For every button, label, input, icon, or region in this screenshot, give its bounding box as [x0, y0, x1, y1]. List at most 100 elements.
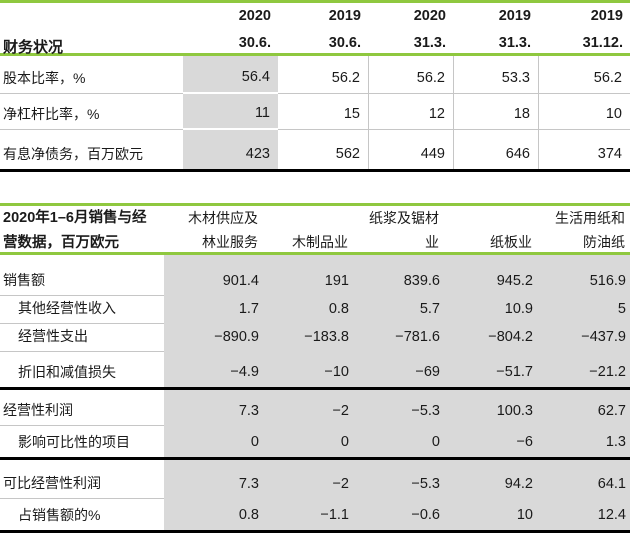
table-row: 占销售额的% 0.8 −1.1 −0.6 10 12.4 [0, 499, 630, 530]
table-row: 股本比率，% 56.4 56.2 56.2 53.3 56.2 [0, 56, 630, 94]
value-cell: −51.7 [444, 352, 537, 387]
table-row: 销售额 901.4 191 839.6 945.2 516.9 [0, 255, 630, 296]
value-cell: 56.2 [538, 56, 630, 94]
financial-column-header: 2019 31.3. [498, 8, 531, 51]
table-row: 折旧和减值损失 −4.9 −10 −69 −51.7 −21.2 [0, 352, 630, 387]
value-cell: −2 [263, 390, 353, 426]
financial-column-header: 2020 31.3. [413, 8, 446, 51]
value-cell: 0 [353, 426, 444, 457]
financial-header-row: 财务状况 2020 30.6. 2019 30.6. 2020 31.3. 2019 … [0, 3, 630, 56]
value-cell: 10.9 [444, 296, 537, 324]
financial-column-header: 2020 30.6. [238, 8, 271, 51]
financial-table-title: 财务状况 [3, 38, 64, 56]
value-cell: −1.1 [263, 499, 353, 530]
table-row: 可比经营性利润 7.3 −2 −5.3 94.2 64.1 [0, 460, 630, 499]
sales-header-row: 2020年1–6月销售与经 营数据，百万欧元 木材供应及 林业服务木制品业 纸浆及… [0, 206, 630, 252]
row-label: 净杠杆比率，% [0, 94, 183, 130]
value-cell: 100.3 [444, 390, 537, 426]
value-cell: −781.6 [353, 324, 444, 352]
table-top-rule-green [0, 203, 630, 206]
sales-table-title: 2020年1–6月销售与经 营数据，百万欧元 [3, 210, 147, 251]
value-cell: 839.6 [353, 255, 444, 296]
value-cell: 7.3 [164, 460, 263, 499]
value-cell: 12 [368, 94, 453, 130]
value-cell: 0.8 [164, 499, 263, 530]
sales-table-body: 销售额 901.4 191 839.6 945.2 516.9 其他经营性收入 1.7 0.8 5… [0, 255, 630, 533]
value-cell: 374 [538, 130, 630, 169]
value-cell: 12.4 [537, 499, 630, 530]
value-cell: 945.2 [444, 255, 537, 296]
value-cell: 0 [263, 426, 353, 457]
value-cell: −804.2 [444, 324, 537, 352]
value-cell: 5.7 [353, 296, 444, 324]
value-cell: 423 [183, 130, 278, 169]
value-cell: 901.4 [164, 255, 263, 296]
sales-column-header: 生活用纸和 防油纸 [555, 210, 625, 250]
table-row: 净杠杆比率，% 11 15 12 18 10 [0, 94, 630, 130]
financial-status-table: 财务状况 2020 30.6. 2019 30.6. 2020 31.3. 2019 … [0, 0, 630, 172]
header-rule-green [0, 53, 630, 56]
section-divider-black [0, 530, 630, 533]
value-cell: 1.7 [164, 296, 263, 324]
value-cell: 62.7 [537, 390, 630, 426]
row-label: 经营性支出 [0, 324, 164, 352]
section-divider-black [0, 169, 630, 172]
value-cell: 11 [183, 94, 278, 130]
section-divider-black [0, 387, 630, 390]
value-cell: 10 [444, 499, 537, 530]
value-cell: −437.9 [537, 324, 630, 352]
row-label: 股本比率，% [0, 56, 183, 94]
table-row: 影响可比性的项目 0 0 0 −6 1.3 [0, 426, 630, 457]
value-cell: −2 [263, 460, 353, 499]
value-cell: 64.1 [537, 460, 630, 499]
header-rule-green [0, 252, 630, 255]
row-label: 经营性利润 [0, 390, 164, 426]
value-cell: 94.2 [444, 460, 537, 499]
value-cell: 0.8 [263, 296, 353, 324]
value-cell: −5.3 [353, 390, 444, 426]
sales-column-header: 纸浆及锯材 业 [369, 210, 439, 250]
financial-table-body: 股本比率，% 56.4 56.2 56.2 53.3 56.2 净杠杆比率，% 11 15 12 1… [0, 56, 630, 172]
value-cell: −69 [353, 352, 444, 387]
value-cell: −5.3 [353, 460, 444, 499]
value-cell: 15 [278, 94, 368, 130]
value-cell: 562 [335, 146, 360, 163]
value-cell: 646 [453, 130, 538, 169]
value-cell: 191 [263, 255, 353, 296]
value-cell: −6 [444, 426, 537, 457]
value-cell: −4.9 [164, 352, 263, 387]
value-cell: −183.8 [263, 324, 353, 352]
row-label: 影响可比性的项目 [18, 433, 130, 450]
financial-column-header: 2019 31.12. [582, 8, 623, 51]
value-cell: 56.4 [183, 56, 278, 94]
value-cell: −21.2 [537, 352, 630, 387]
table-row: 经营性利润 7.3 −2 −5.3 100.3 62.7 [0, 390, 630, 426]
table-row: 有息净债务，百万欧元 423 562 449 646 374 [0, 130, 630, 169]
sales-column-header: 纸板业 [490, 234, 532, 250]
value-cell: 10 [538, 94, 630, 130]
table-top-rule-green [0, 0, 630, 3]
row-label: 占销售额的% [18, 506, 101, 523]
sales-column-header: 木材供应及 林业服务 [188, 210, 258, 250]
value-cell: 56.2 [368, 56, 453, 94]
table-row: 经营性支出 −890.9 −183.8 −781.6 −804.2 −437.9 [0, 324, 630, 352]
sales-column-header: 木制品业 [292, 234, 348, 250]
value-cell: 56.2 [278, 56, 368, 94]
row-label: 可比经营性利润 [0, 460, 164, 499]
financial-column-header: 2019 30.6. [328, 8, 361, 51]
row-label: 销售额 [0, 255, 164, 296]
value-cell: 7.3 [164, 390, 263, 426]
value-cell: 0 [164, 426, 263, 457]
value-cell: 18 [453, 94, 538, 130]
sales-operations-table: 2020年1–6月销售与经 营数据，百万欧元 木材供应及 林业服务木制品业 纸浆及… [0, 203, 630, 533]
row-label: 有息净债务，百万欧元 [3, 145, 143, 162]
value-cell: 449 [368, 130, 453, 169]
table-row: 其他经营性收入 1.7 0.8 5.7 10.9 5 [0, 296, 630, 324]
value-cell: −890.9 [164, 324, 263, 352]
row-label: 其他经营性收入 [0, 296, 164, 324]
value-cell: −10 [263, 352, 353, 387]
value-cell: 516.9 [537, 255, 630, 296]
value-cell: 5 [537, 296, 630, 324]
row-label: 折旧和减值损失 [18, 363, 116, 380]
